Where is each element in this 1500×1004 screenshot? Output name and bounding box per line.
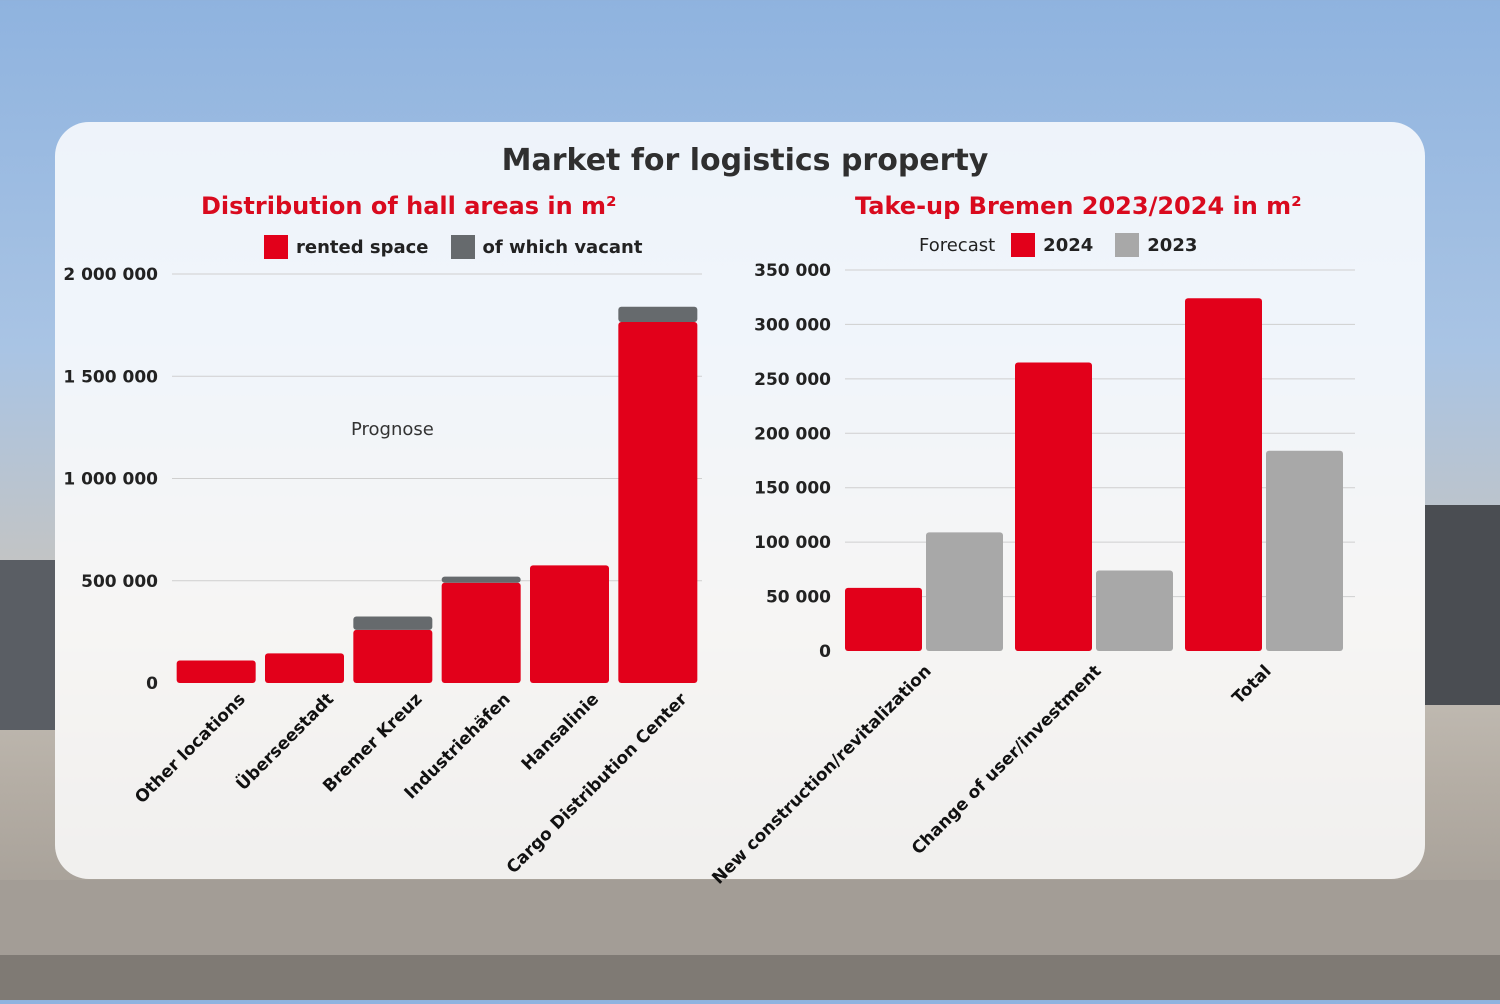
left-y-tick-label: 2 000 000 bbox=[63, 265, 158, 285]
legend-item-rented: rented space bbox=[264, 235, 429, 259]
right-x-tick-label: Change of user/investment bbox=[908, 661, 1106, 859]
left-bar-berseestadt-rented-space bbox=[265, 653, 344, 683]
legend-forecast-label: Forecast bbox=[919, 234, 996, 256]
left-bar-bremer-kreuz-of-which-vacant bbox=[353, 616, 433, 630]
left-chart-legend: rented space of which vacant bbox=[264, 235, 664, 259]
left-bar-industrieh-fen-rented-space bbox=[441, 582, 521, 683]
left-y-tick-label: 0 bbox=[146, 674, 158, 694]
right-y-tick-label: 300 000 bbox=[754, 315, 831, 335]
right-bar-new-construction-revitalization-2023 bbox=[926, 532, 1003, 651]
legend-swatch-red bbox=[264, 235, 288, 259]
legend-item-2024: 2024 bbox=[1011, 233, 1093, 257]
legend-item-2023: 2023 bbox=[1115, 233, 1197, 257]
legend-swatch-gray bbox=[450, 235, 475, 259]
left-bar-cargo-distribution-center-of-which-vacant bbox=[618, 306, 698, 323]
right-building bbox=[1425, 505, 1500, 705]
left-x-tick-label: Cargo Distribution Center bbox=[503, 689, 692, 878]
legend-label-rented: rented space bbox=[296, 236, 429, 258]
right-y-tick-label: 100 000 bbox=[754, 533, 831, 553]
right-y-tick-label: 200 000 bbox=[754, 424, 831, 444]
left-x-tick-label: Hansalinie bbox=[518, 689, 603, 774]
right-bar-total-2023 bbox=[1266, 450, 1343, 651]
right-bar-total-2024 bbox=[1185, 298, 1262, 651]
right-bar-change-of-user-investment-2024 bbox=[1015, 362, 1092, 651]
right-bar-new-construction-revitalization-2024 bbox=[845, 587, 922, 651]
left-chart-title: Distribution of hall areas in m² bbox=[201, 192, 617, 220]
left-y-tick-label: 1 000 000 bbox=[63, 470, 158, 490]
right-y-tick-label: 0 bbox=[819, 642, 831, 662]
legend-label-2023: 2023 bbox=[1147, 234, 1198, 256]
legend-label-vacant: of which vacant bbox=[482, 236, 643, 258]
left-bar-other-locations-rented-space bbox=[176, 660, 256, 683]
right-bar-change-of-user-investment-2023 bbox=[1096, 570, 1173, 651]
legend-swatch-2023 bbox=[1115, 233, 1140, 257]
right-x-tick-label: Total bbox=[1229, 661, 1276, 708]
legend-swatch-2024 bbox=[1011, 233, 1036, 257]
right-y-tick-label: 50 000 bbox=[766, 588, 831, 608]
left-y-tick-label: 1 500 000 bbox=[63, 367, 158, 387]
right-y-tick-label: 250 000 bbox=[754, 370, 831, 390]
right-chart-title: Take-up Bremen 2023/2024 in m² bbox=[855, 192, 1302, 220]
left-bar-cargo-distribution-center-rented-space bbox=[618, 322, 698, 683]
legend-item-vacant: of which vacant bbox=[450, 235, 643, 259]
right-y-tick-label: 350 000 bbox=[754, 261, 831, 281]
left-x-tick-label: Other locations bbox=[131, 689, 249, 807]
left-bar-hansalinie-rented-space bbox=[530, 565, 609, 683]
left-building bbox=[0, 560, 55, 730]
left-y-tick-label: 500 000 bbox=[81, 572, 158, 592]
right-x-tick-label: New construction/revitalization bbox=[708, 661, 935, 888]
left-bar-industrieh-fen-of-which-vacant bbox=[441, 576, 521, 583]
street bbox=[0, 955, 1500, 1000]
prognose-annotation: Prognose bbox=[351, 419, 434, 440]
page-title: Market for logistics property bbox=[501, 143, 989, 178]
right-chart-legend: Forecast 2024 2023 bbox=[919, 233, 1219, 257]
left-bar-bremer-kreuz-rented-space bbox=[353, 629, 433, 683]
right-y-tick-label: 150 000 bbox=[754, 479, 831, 499]
legend-label-2024: 2024 bbox=[1043, 234, 1094, 256]
